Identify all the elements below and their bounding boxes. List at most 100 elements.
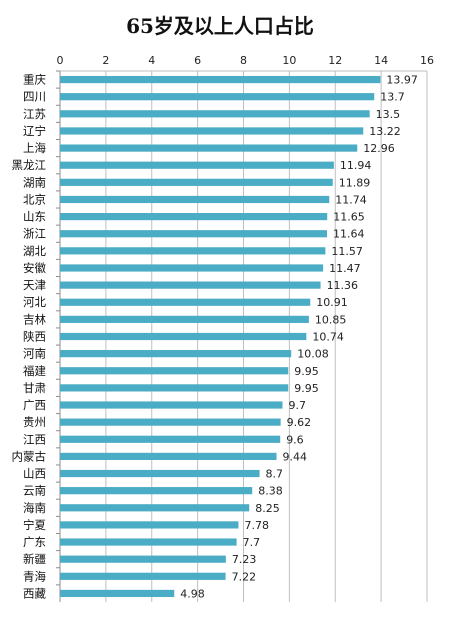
- bar: [60, 264, 324, 272]
- category-label: 四川: [23, 90, 46, 104]
- x-tick-label: 4: [148, 54, 155, 67]
- data-label: 10.74: [312, 331, 344, 344]
- category-label: 青海: [23, 569, 46, 583]
- data-label: 10.85: [315, 313, 347, 326]
- bar: [60, 555, 226, 563]
- category-label: 内蒙古: [12, 449, 47, 463]
- bar: [60, 469, 260, 478]
- bar: [60, 127, 364, 135]
- category-label: 河北: [23, 295, 46, 309]
- category-label: 天津: [23, 278, 46, 292]
- data-label: 9.44: [283, 450, 308, 463]
- category-label: 安徽: [23, 261, 46, 275]
- data-label: 9.95: [294, 365, 319, 378]
- data-label: 12.96: [363, 142, 395, 155]
- data-label: 7.22: [232, 570, 257, 583]
- data-label: 11.74: [335, 193, 367, 206]
- bar: [60, 572, 226, 580]
- bar: [60, 178, 333, 186]
- category-label: 甘肃: [23, 381, 46, 395]
- bar: [60, 367, 289, 375]
- bar: [60, 75, 381, 84]
- data-label: 7.23: [232, 553, 257, 566]
- category-label: 湖南: [23, 175, 46, 189]
- bar: [60, 93, 375, 101]
- category-label: 新疆: [23, 552, 46, 566]
- bar: [60, 315, 309, 323]
- x-tick-label: 10: [282, 54, 296, 67]
- category-label: 陕西: [23, 330, 46, 344]
- x-tick-label: 14: [374, 54, 388, 67]
- bar: [60, 538, 237, 546]
- category-label: 山西: [23, 467, 46, 481]
- category-label: 重庆: [23, 73, 46, 87]
- data-label: 13.7: [380, 91, 405, 104]
- data-label: 11.47: [329, 262, 361, 275]
- data-label: 7.78: [244, 519, 268, 532]
- category-label: 辽宁: [23, 124, 46, 138]
- data-label: 10.91: [316, 296, 348, 309]
- bar: [60, 589, 175, 598]
- category-label: 福建: [23, 364, 46, 378]
- category-label: 河南: [23, 347, 46, 361]
- category-label: 云南: [23, 484, 46, 498]
- category-label: 北京: [23, 192, 46, 206]
- data-label: 9.95: [294, 382, 319, 395]
- bar: [60, 452, 277, 461]
- bar: [60, 144, 358, 152]
- data-label: 13.5: [376, 108, 401, 121]
- data-label: 8.25: [255, 502, 280, 515]
- bars: [60, 75, 381, 598]
- x-tick-label: 12: [328, 54, 342, 67]
- category-label: 江苏: [23, 107, 46, 121]
- x-tick-label: 8: [240, 54, 247, 67]
- data-label: 10.08: [297, 348, 329, 361]
- category-label: 湖北: [23, 244, 46, 258]
- x-tick-label: 6: [194, 54, 201, 67]
- labels: 重庆 13.97 四川 13.7 江苏 13.5 辽宁 13.22 上海 12.96 黑龙江 11.9…: [12, 73, 418, 601]
- category-label: 山东: [23, 210, 46, 224]
- data-label: 4.98: [180, 587, 205, 600]
- bar: [60, 195, 330, 204]
- x-tick-label: 2: [102, 54, 109, 67]
- category-label: 广西: [23, 398, 46, 412]
- bar: [60, 401, 283, 409]
- bar: [60, 521, 239, 529]
- bar: [60, 418, 281, 426]
- data-label: 9.7: [288, 399, 306, 412]
- x-tick-label: 0: [57, 54, 64, 67]
- bar: [60, 110, 370, 118]
- data-label: 9.6: [286, 433, 304, 446]
- category-label: 上海: [23, 141, 46, 155]
- category-label: 西藏: [23, 586, 46, 600]
- data-label: 13.97: [386, 74, 418, 87]
- bar: [60, 298, 311, 306]
- bar: [60, 281, 321, 289]
- category-label: 黑龙江: [12, 158, 47, 172]
- bar: [60, 247, 326, 255]
- category-label: 浙江: [23, 227, 46, 241]
- category-label: 贵州: [23, 415, 46, 429]
- x-tick-label: 16: [420, 54, 434, 67]
- category-label: 广东: [23, 535, 46, 549]
- bar: [60, 435, 281, 443]
- data-label: 13.22: [369, 125, 401, 138]
- category-label: 海南: [23, 501, 46, 515]
- bar: [60, 212, 328, 221]
- category-label: 吉林: [23, 312, 46, 326]
- axis: 0 2 4 6 8 10 12 14 16: [56, 54, 434, 602]
- bar: [60, 332, 307, 341]
- category-label: 宁夏: [23, 518, 46, 532]
- data-label: 11.36: [327, 279, 359, 292]
- bar: [60, 487, 253, 495]
- bar: [60, 384, 289, 392]
- data-label: 11.89: [339, 176, 371, 189]
- data-label: 11.65: [333, 211, 365, 224]
- data-label: 8.7: [266, 468, 284, 481]
- bar: [60, 504, 250, 512]
- data-label: 8.38: [258, 485, 283, 498]
- chart-title: 65岁及以上人口占比: [126, 14, 314, 38]
